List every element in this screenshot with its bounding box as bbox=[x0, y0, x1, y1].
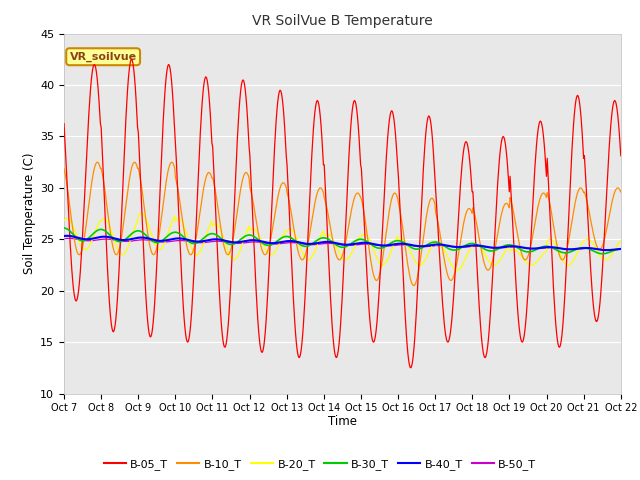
Y-axis label: Soil Temperature (C): Soil Temperature (C) bbox=[23, 153, 36, 275]
Text: VR_soilvue: VR_soilvue bbox=[70, 51, 137, 62]
Title: VR SoilVue B Temperature: VR SoilVue B Temperature bbox=[252, 14, 433, 28]
Legend: B-05_T, B-10_T, B-20_T, B-30_T, B-40_T, B-50_T: B-05_T, B-10_T, B-20_T, B-30_T, B-40_T, … bbox=[99, 455, 541, 474]
X-axis label: Time: Time bbox=[328, 415, 357, 428]
